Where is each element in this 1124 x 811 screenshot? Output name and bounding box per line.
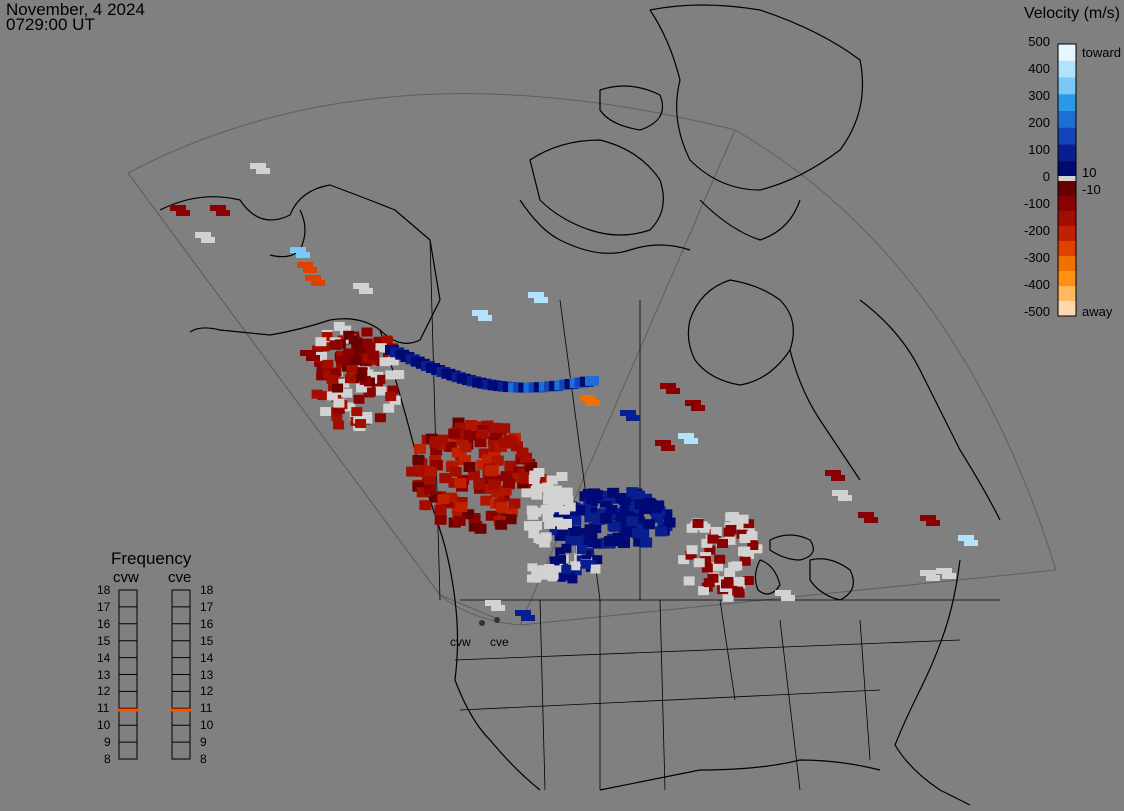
freq-column-label-cvw: cvw [113, 569, 139, 586]
date-label: November, 4 2024 [6, 0, 145, 19]
colorbar-tick: -500 [1023, 304, 1050, 319]
freq-scale-label: 12 [200, 684, 214, 699]
freq-scale-label: 18 [97, 583, 111, 597]
freq-scale-label: 9 [104, 735, 111, 750]
radar-returns [170, 163, 978, 621]
freq-scale-label: 12 [97, 684, 111, 699]
toward-label: toward [1082, 45, 1122, 60]
radar-site-marker-cve [494, 617, 500, 623]
freq-scale-label: 11 [97, 701, 110, 716]
freq-scale-label: 9 [200, 735, 207, 750]
freq-scale-label: 15 [200, 633, 214, 648]
coastlines [159, 4, 1001, 806]
freq-scale-label: 17 [200, 599, 214, 614]
colorbar-title: Velocity (m/s) [1023, 5, 1120, 22]
radar-site-marker-cvw [479, 620, 485, 626]
frequency-markers [117, 708, 192, 712]
colorbar-tick: 500 [1028, 34, 1050, 49]
colorbar-tick: 100 [1028, 142, 1050, 157]
colorbar-tick: 300 [1028, 88, 1050, 103]
freq-scale-label: 10 [200, 718, 214, 733]
freq-scale-label: 11 [200, 701, 213, 716]
time-label: 0729:00 UT [6, 15, 95, 34]
radar-site-label-cve: cve [490, 635, 509, 649]
frequency-bars [118, 589, 191, 760]
freq-scale-label: 14 [200, 650, 214, 665]
frequency-marker-cve [170, 708, 192, 712]
colorbar-tick: 400 [1028, 61, 1050, 76]
colorbar-tick: -400 [1023, 277, 1050, 292]
colorbar-tick: -200 [1023, 223, 1050, 238]
freq-scale-label: 18 [200, 583, 214, 597]
colorbar-tick: 200 [1028, 115, 1050, 130]
velocity-colorbar [1057, 43, 1077, 317]
freq-scale-label: 17 [97, 599, 111, 614]
colorbar-tick: 0 [1042, 169, 1050, 184]
colorbar-tick: -100 [1023, 196, 1050, 211]
colorbar-tick: -300 [1023, 250, 1050, 265]
freq-scale-label: 8 [104, 752, 111, 766]
radar-site-label-cvw: cvw [450, 635, 471, 649]
freq-scale-label: 16 [97, 616, 111, 631]
freq-scale-label: 10 [97, 718, 111, 733]
freq-scale-label: 8 [200, 752, 207, 766]
freq-scale-label: 13 [97, 667, 111, 682]
frequency-title: Frequency [111, 549, 192, 568]
frequency-marker-cvw [117, 708, 139, 712]
inner-positive-label: 10 [1082, 165, 1097, 180]
fov-outline [127, 93, 1057, 626]
freq-column-label-cve: cve [168, 569, 192, 586]
inner-negative-label: -10 [1082, 182, 1101, 197]
freq-scale-label: 14 [97, 650, 111, 665]
freq-scale-label: 13 [200, 667, 214, 682]
freq-scale-label: 16 [200, 616, 214, 631]
away-label: away [1082, 304, 1113, 319]
freq-scale-label: 15 [97, 633, 111, 648]
